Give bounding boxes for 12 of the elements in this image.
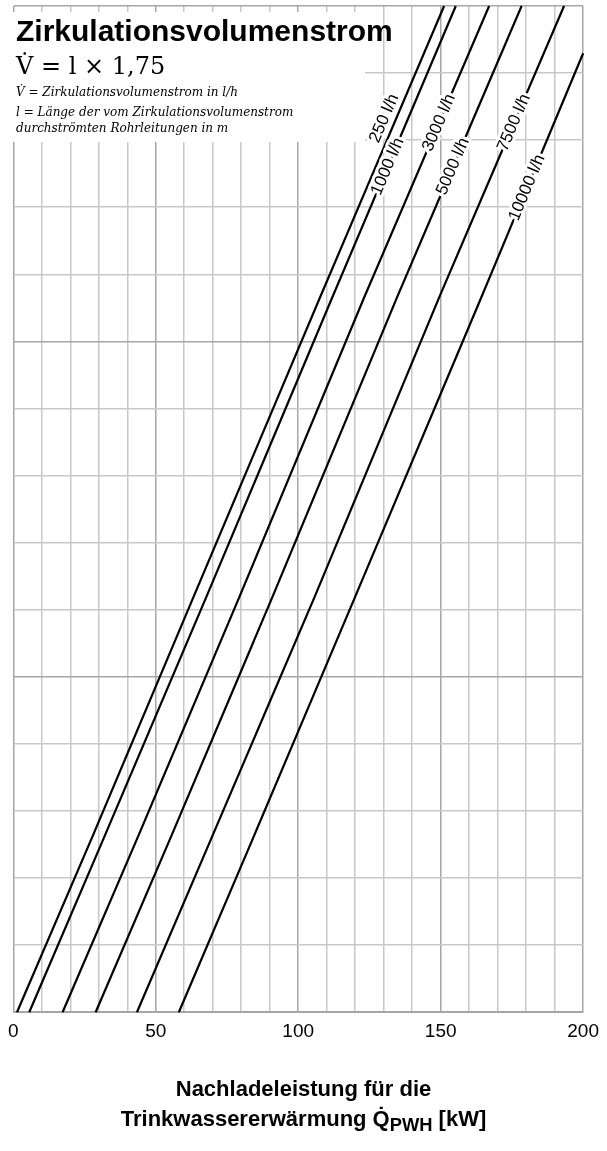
text: 7500 l/h <box>492 90 534 154</box>
x-tick-label: 150 <box>424 1019 457 1041</box>
x-tick-label: 0 <box>7 1019 19 1041</box>
text: 10000 l/h <box>504 151 549 224</box>
x-axis-title: Nachladeleistung für die Trinkwassererwärmung Q̇$_{PWH}$ [kW] <box>119 1075 488 1138</box>
annotation: V̇ = l × 1,75 <box>16 52 167 80</box>
chart-title: Zirkulationsvolumenstrom <box>16 14 393 48</box>
x-tick-label: 50 <box>145 1019 167 1041</box>
x-tick-label: 100 <box>282 1019 315 1041</box>
x-tick-label: 200 <box>567 1019 599 1041</box>
annotation: l = Länge der vom Zirkulationsvolumenstrom durchströmten Rohrleitungen in m <box>16 104 295 136</box>
annotation: V̇ = Zirkulationsvolumenstrom in l/h <box>16 84 239 100</box>
